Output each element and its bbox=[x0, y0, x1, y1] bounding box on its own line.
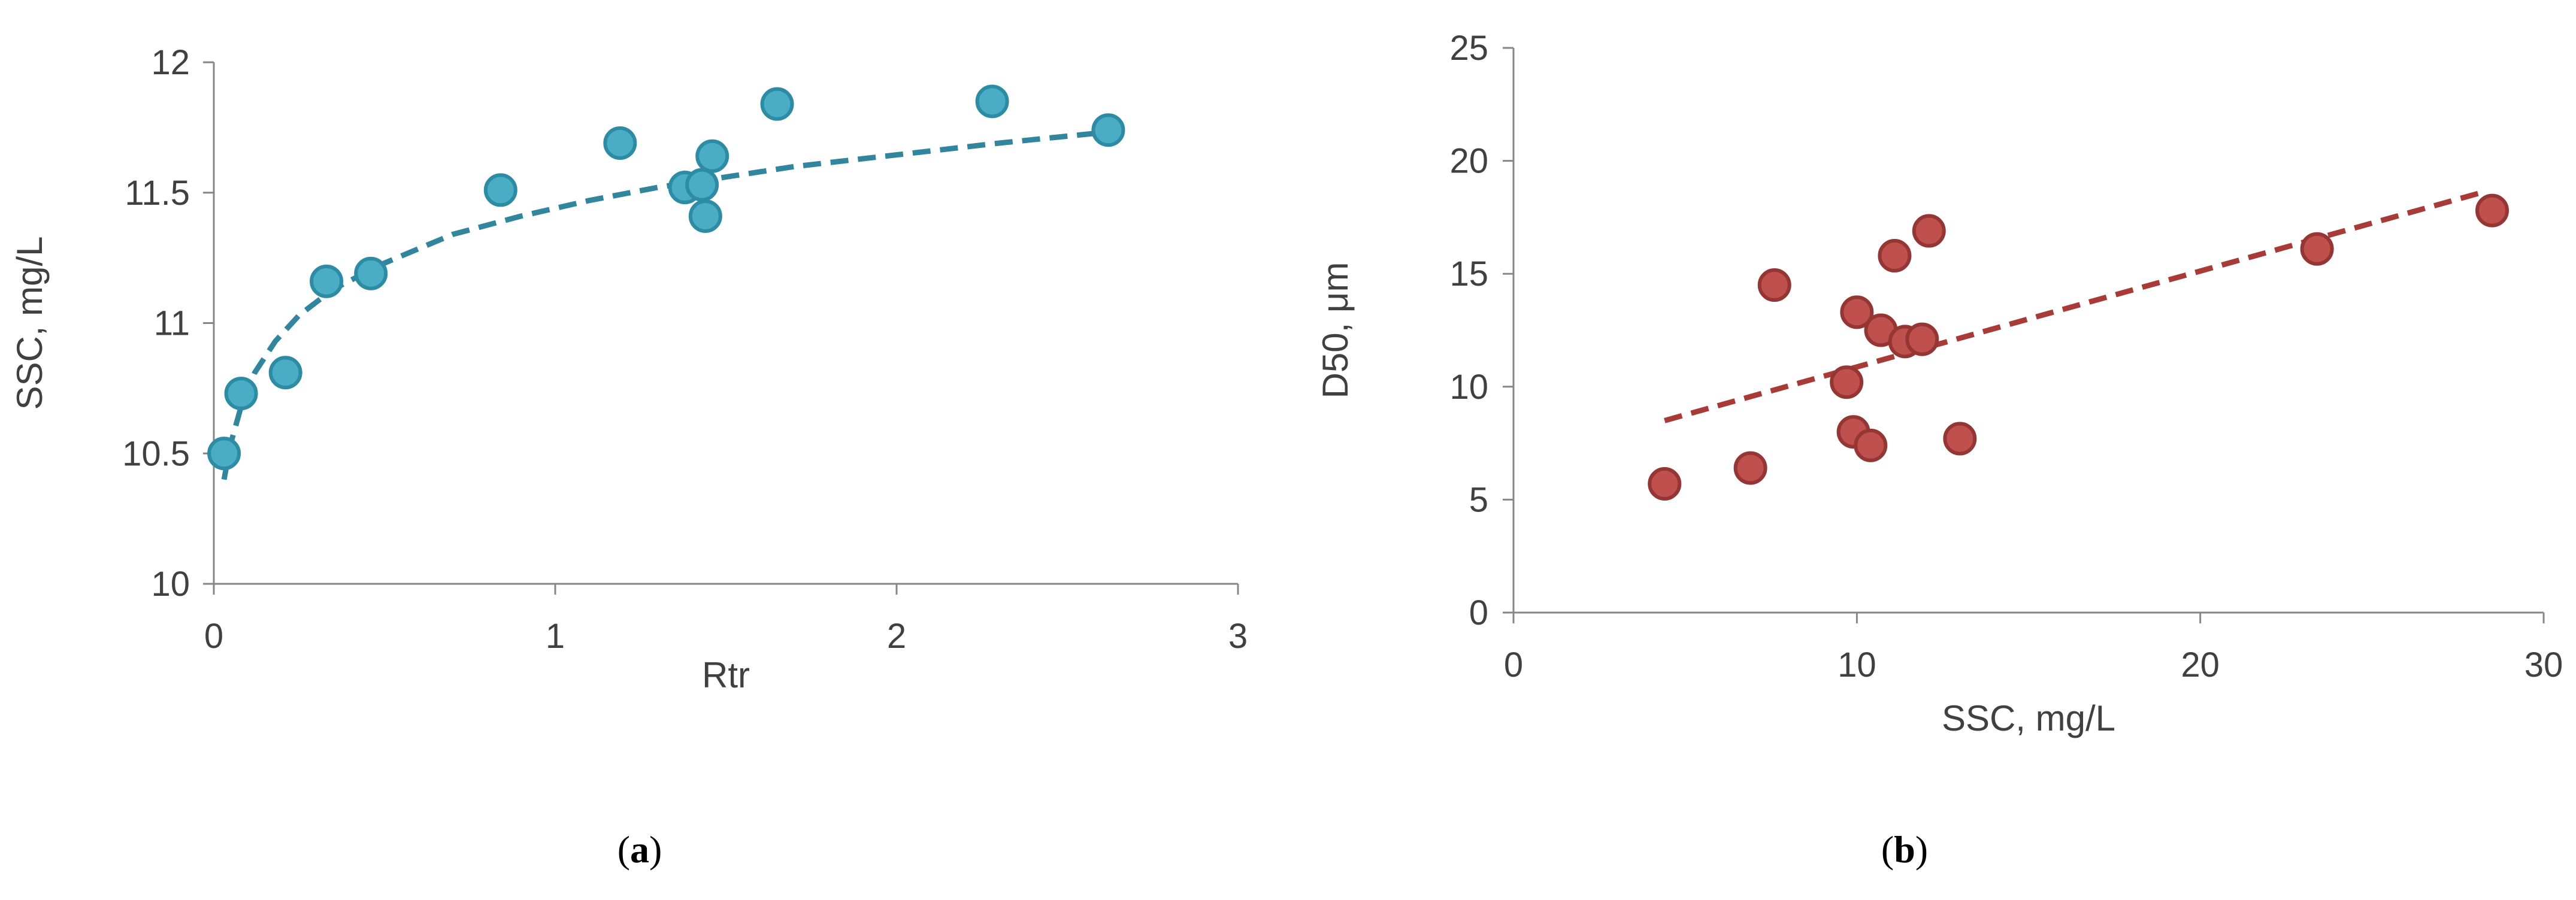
b-x-tick-label: 20 bbox=[2181, 646, 2220, 684]
b-x-tick-label: 30 bbox=[2524, 646, 2563, 684]
caption-a: (a) bbox=[617, 828, 662, 871]
b-data-point bbox=[1943, 422, 1977, 456]
b-data-point bbox=[1854, 428, 1888, 462]
a-data-point bbox=[483, 173, 517, 207]
a-x-tick-label: 3 bbox=[1228, 617, 1248, 656]
b-y-tick-label: 0 bbox=[1469, 593, 1488, 632]
b-data-point bbox=[1840, 295, 1874, 329]
caption-b: (b) bbox=[1881, 828, 1928, 871]
b-data-point bbox=[1878, 239, 1912, 273]
a-x-tick-label: 1 bbox=[546, 617, 565, 656]
a-y-tick-label: 10 bbox=[151, 565, 190, 604]
b-y-tick-label: 25 bbox=[1449, 29, 1488, 68]
a-x-axis-title: Rtr bbox=[702, 655, 750, 695]
a-data-point bbox=[695, 139, 729, 173]
b-data-point bbox=[1912, 214, 1946, 248]
a-data-point bbox=[688, 199, 722, 233]
a-data-point bbox=[207, 437, 241, 471]
b-x-tick-label: 0 bbox=[1504, 646, 1523, 684]
b-data-point bbox=[2300, 232, 2334, 266]
a-y-tick-label: 10.5 bbox=[122, 434, 190, 473]
a-trendline bbox=[221, 130, 1102, 480]
caption-b-letter: b bbox=[1894, 828, 1915, 871]
a-data-point bbox=[603, 126, 637, 160]
b-x-tick-label: 10 bbox=[1838, 646, 1876, 684]
chart-b: 0 5 10 15 20 25 0 10 20 30 SSC, mg/L D50, μm bbox=[1315, 29, 2563, 738]
b-x-axis-title: SSC, mg/L bbox=[1942, 698, 2115, 738]
a-y-axis-title: SSC, mg/L bbox=[10, 236, 50, 410]
a-data-point bbox=[685, 168, 719, 202]
b-y-tick-label: 15 bbox=[1449, 254, 1488, 293]
b-data-point bbox=[1905, 322, 1939, 356]
a-data-point bbox=[975, 84, 1009, 119]
a-y-tick-label: 12 bbox=[151, 43, 190, 82]
a-data-point bbox=[224, 377, 258, 411]
b-y-tick-label: 20 bbox=[1449, 142, 1488, 181]
b-data-point bbox=[1830, 365, 1864, 399]
b-data-point bbox=[1757, 268, 1791, 302]
a-x-tick-label: 0 bbox=[204, 617, 223, 656]
a-y-tick-label: 11.5 bbox=[125, 174, 190, 213]
a-data-point bbox=[354, 256, 388, 290]
b-y-tick-label: 5 bbox=[1469, 480, 1488, 519]
a-data-point bbox=[268, 356, 302, 390]
b-y-tick-label: 10 bbox=[1449, 368, 1488, 407]
b-trendline bbox=[1664, 190, 2483, 423]
a-x-tick-label: 2 bbox=[887, 617, 906, 656]
a-data-point bbox=[760, 87, 794, 121]
b-data-point bbox=[2475, 193, 2509, 228]
caption-a-letter: a bbox=[630, 828, 649, 871]
a-y-tick-label: 11 bbox=[154, 304, 190, 343]
b-data-point bbox=[1648, 466, 1682, 501]
a-data-point bbox=[1091, 113, 1125, 147]
a-data-point bbox=[310, 264, 344, 298]
b-y-axis-title: D50, μm bbox=[1315, 262, 1355, 399]
b-data-point bbox=[1733, 451, 1767, 485]
